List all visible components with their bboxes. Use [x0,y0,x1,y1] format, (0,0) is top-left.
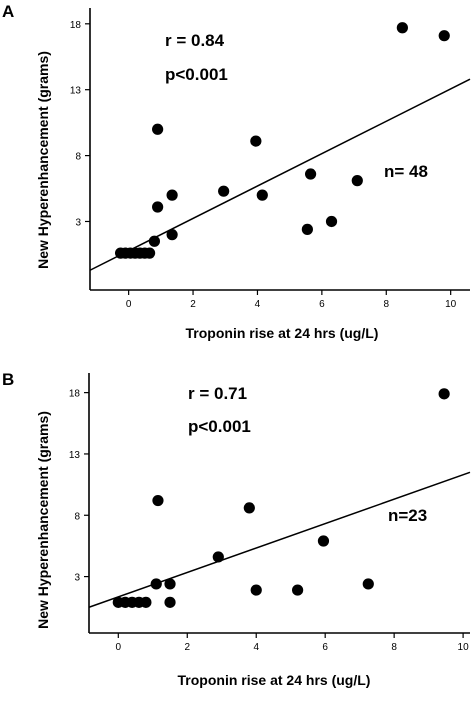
panel-b-n-value: n=23 [388,506,427,525]
panel-a-data-point [304,168,317,180]
panel-b-data-point [212,551,224,563]
panel-b-x-tick-label: 0 [116,642,122,653]
panel-b-p-value: p<0.001 [188,417,251,436]
panel-a-data-point [152,123,164,135]
panel-b-x-tick-label: 6 [322,642,328,653]
panel-b-y-tick-label: 3 [74,573,80,584]
panel-a-x-tick-label: 2 [190,299,196,310]
panel-a-plot: 0 2 4 6 8 10 3 8 13 18 [70,8,471,310]
panel-b-regression-line [88,471,471,608]
panel-a-data-point [143,247,156,259]
panel-a-x-tick-label: 6 [319,299,325,310]
panel-b-data-point [150,578,162,590]
panel-b-x-tick-label: 8 [391,642,397,653]
panel-a-x-axis-title: Troponin rise at 24 hrs (ug/L) [186,325,379,341]
panel-a-data-point [166,229,178,241]
panel-b-data-point [152,494,164,507]
panel-a-n-value: n= 48 [384,162,428,181]
panel-b-letter: B [2,370,14,389]
panel-a-data-point [152,201,164,213]
panel-a-y-axis-title: New Hyperenhancement (grams) [35,51,51,269]
panel-b: B 0 2 4 6 8 10 3 8 13 18 r = 0.71 p<0.001 n=23 Tr… [2,370,471,688]
panel-a-x-tick-label: 8 [383,299,389,310]
panel-b-y-tick-label: 13 [69,450,81,461]
panel-b-data-point [438,388,450,400]
panel-b-data-point [140,596,152,608]
panel-a: A 0 2 4 6 8 10 3 8 13 18 r = 0.84 p<0.001 n= 48 T… [2,2,471,341]
panel-a-letter: A [2,2,14,21]
panel-a-x-tick-label: 0 [126,299,132,310]
panel-a-x-tick-label: 10 [445,299,457,310]
panel-b-data-point [243,502,255,514]
panel-a-data-point [256,189,268,201]
panel-b-data-point [164,578,176,590]
panel-a-y-tick-label: 13 [70,86,82,97]
panel-a-data-point [325,215,338,228]
panel-b-data-point [317,535,330,547]
panel-a-data-point [166,189,178,201]
panel-b-data-point [362,578,374,590]
panel-a-data-point [148,235,161,247]
panel-b-data-point [164,596,176,608]
panel-a-data-point [250,135,262,147]
panel-b-data-point [292,584,304,596]
panel-a-data-point [438,30,450,42]
panel-a-data-point [301,223,313,235]
panel-a-data-point [351,175,363,187]
panel-b-x-tick-label: 4 [253,642,259,653]
panel-b-x-axis-title: Troponin rise at 24 hrs (ug/L) [178,672,371,688]
panel-a-data-point [396,22,408,34]
panel-b-y-tick-label: 8 [74,511,80,522]
panel-b-x-tick-label: 2 [184,642,190,653]
panel-b-data-point [250,584,262,596]
panel-a-x-tick-label: 4 [255,299,261,310]
panel-b-x-tick-label: 10 [458,642,470,653]
panel-b-plot: 0 2 4 6 8 10 3 8 13 18 [69,373,471,653]
panel-a-y-tick-label: 18 [70,20,82,31]
panel-b-y-axis-title: New Hyperenhancement (grams) [35,411,51,629]
panel-a-r-value: r = 0.84 [165,31,225,50]
panel-b-y-tick-label: 18 [69,389,81,400]
panel-b-r-value: r = 0.71 [188,384,247,403]
panel-a-y-tick-label: 3 [75,217,81,228]
panel-a-y-tick-label: 8 [75,152,81,163]
panel-a-data-point [218,185,230,197]
panel-a-p-value: p<0.001 [165,65,228,84]
